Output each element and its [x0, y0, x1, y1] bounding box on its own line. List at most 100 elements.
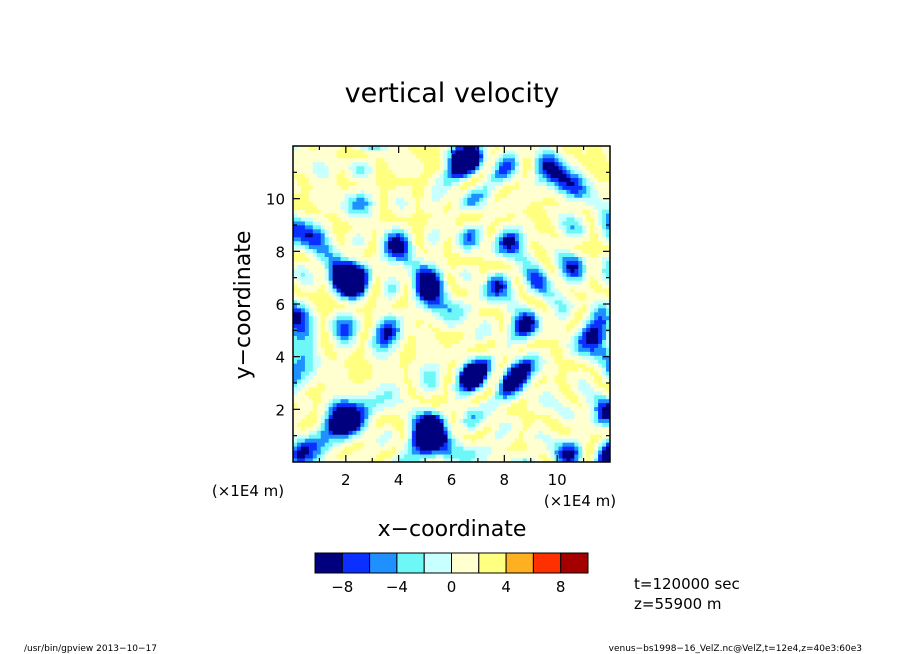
field-cell: [340, 422, 345, 427]
field-cell: [392, 458, 397, 462]
field-cell: [586, 450, 591, 455]
field-cell: [435, 343, 441, 348]
field-cell: [451, 355, 456, 360]
field-cell: [372, 351, 377, 356]
field-cell: [570, 394, 575, 400]
field-cell: [475, 323, 480, 329]
field-cell: [396, 442, 401, 447]
field-cell: [518, 390, 524, 396]
field-cell: [443, 315, 448, 321]
field-cell: [293, 402, 298, 408]
field-cell: [542, 240, 547, 246]
field-cell: [368, 430, 373, 435]
field-cell: [455, 446, 460, 451]
field-cell: [312, 252, 318, 257]
field-cell: [427, 347, 433, 352]
field-cell: [506, 288, 512, 293]
field-cell: [586, 398, 591, 404]
field-cell: [300, 276, 306, 281]
field-cell: [566, 260, 571, 265]
field-cell: [578, 225, 583, 230]
field-cell: [344, 359, 349, 364]
field-cell: [546, 390, 551, 396]
field-cell: [451, 284, 456, 289]
field-cell: [388, 379, 393, 384]
field-cell: [324, 426, 330, 431]
field-cell: [550, 304, 555, 309]
field-cell: [471, 276, 476, 281]
field-cell: [503, 240, 508, 246]
field-cell: [419, 339, 425, 344]
field-cell: [447, 386, 452, 392]
field-cell: [526, 434, 532, 439]
field-cell: [487, 359, 492, 364]
field-cell: [503, 379, 508, 384]
field-cell: [419, 284, 425, 289]
field-cell: [332, 300, 337, 305]
field-cell: [463, 351, 468, 356]
field-cell: [602, 284, 607, 289]
field-cell: [296, 402, 302, 408]
field-cell: [372, 288, 377, 293]
field-cell: [415, 311, 421, 317]
field-cell: [562, 359, 567, 364]
field-cell: [582, 221, 587, 226]
field-cell: [423, 375, 429, 380]
field-cell: [352, 379, 357, 384]
field-cell: [538, 406, 544, 412]
field-cell: [530, 410, 536, 415]
field-cell: [340, 276, 345, 281]
field-cell: [550, 288, 555, 293]
field-cell: [403, 434, 409, 439]
field-cell: [388, 240, 393, 246]
field-cell: [435, 434, 441, 439]
field-cell: [518, 236, 524, 242]
field-cell: [526, 422, 532, 427]
field-cell: [522, 394, 528, 400]
field-cell: [550, 256, 555, 261]
field-cell: [296, 414, 302, 419]
field-cell: [312, 272, 318, 277]
field-cell: [594, 390, 599, 396]
field-cell: [542, 228, 547, 234]
field-cell: [455, 284, 460, 289]
field-cell: [495, 347, 500, 352]
field-cell: [415, 264, 421, 269]
field-cell: [300, 414, 306, 419]
field-cell: [352, 371, 357, 376]
field-cell: [562, 335, 567, 340]
field-cell: [439, 315, 444, 321]
field-cell: [336, 438, 341, 443]
field-cell: [419, 402, 425, 408]
field-cell: [360, 272, 365, 277]
field-cell: [534, 327, 540, 333]
field-cell: [368, 248, 373, 254]
field-cell: [546, 232, 551, 238]
field-cell: [514, 280, 520, 285]
field-cell: [396, 319, 401, 325]
field-cell: [411, 438, 417, 443]
field-cell: [308, 375, 314, 380]
field-cell: [293, 280, 298, 285]
field-cell: [594, 264, 599, 269]
field-cell: [380, 426, 385, 431]
field-cell: [304, 260, 310, 265]
field-cell: [368, 300, 373, 305]
field-cell: [423, 300, 429, 305]
field-cell: [550, 311, 555, 317]
field-cell: [562, 375, 567, 380]
field-cell: [435, 355, 441, 360]
field-cell: [392, 359, 397, 364]
field-cell: [499, 268, 504, 273]
field-cell: [479, 284, 484, 289]
field-cell: [522, 256, 528, 261]
field-cell: [483, 232, 488, 238]
field-cell: [403, 331, 409, 336]
field-cell: [336, 371, 341, 376]
field-cell: [503, 458, 508, 462]
field-cell: [411, 434, 417, 439]
field-cell: [443, 272, 448, 277]
field-cell: [495, 390, 500, 396]
field-cell: [296, 418, 302, 423]
field-cell: [324, 430, 330, 435]
